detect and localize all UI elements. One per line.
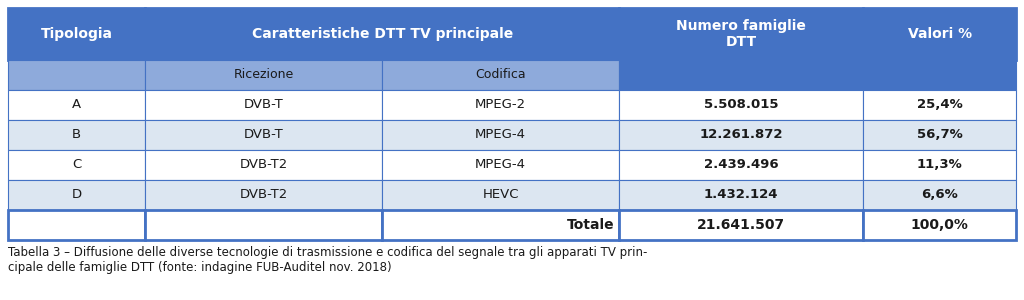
Bar — [8, 180, 145, 210]
Bar — [863, 150, 1016, 180]
Text: 12.261.872: 12.261.872 — [699, 128, 782, 142]
Text: DVB-T: DVB-T — [244, 98, 284, 112]
Bar — [145, 180, 382, 210]
Bar — [145, 120, 382, 150]
Bar — [145, 8, 618, 60]
Text: C: C — [72, 158, 81, 172]
Bar — [8, 150, 145, 180]
Text: Tipologia: Tipologia — [41, 27, 113, 41]
Bar — [863, 8, 1016, 60]
Text: 5.508.015: 5.508.015 — [703, 98, 778, 112]
Text: Valori %: Valori % — [907, 27, 972, 41]
Bar — [618, 120, 863, 150]
Bar — [145, 210, 382, 240]
Bar — [863, 180, 1016, 210]
Text: 11,3%: 11,3% — [916, 158, 963, 172]
Bar — [145, 90, 382, 120]
Bar — [8, 90, 145, 120]
Bar — [863, 60, 1016, 90]
Text: B: B — [72, 128, 81, 142]
Text: 100,0%: 100,0% — [910, 218, 969, 232]
Text: MPEG-4: MPEG-4 — [475, 158, 526, 172]
Text: 2.439.496: 2.439.496 — [703, 158, 778, 172]
Text: Caratteristiche DTT TV principale: Caratteristiche DTT TV principale — [252, 27, 513, 41]
Bar — [618, 60, 863, 90]
Bar — [863, 210, 1016, 240]
Text: Numero famiglie
DTT: Numero famiglie DTT — [676, 19, 806, 49]
Bar — [145, 60, 382, 90]
Bar — [382, 120, 618, 150]
Bar — [863, 120, 1016, 150]
Text: MPEG-2: MPEG-2 — [475, 98, 526, 112]
Bar — [618, 150, 863, 180]
Text: HEVC: HEVC — [482, 188, 519, 202]
Text: 21.641.507: 21.641.507 — [697, 218, 785, 232]
Text: Totale: Totale — [567, 218, 614, 232]
Text: 25,4%: 25,4% — [916, 98, 963, 112]
Text: A: A — [72, 98, 81, 112]
Bar — [618, 210, 863, 240]
Text: Codifica: Codifica — [475, 68, 526, 82]
Text: 1.432.124: 1.432.124 — [703, 188, 778, 202]
Bar — [382, 90, 618, 120]
Text: Tabella 3 – Diffusione delle diverse tecnologie di trasmissione e codifica del s: Tabella 3 – Diffusione delle diverse tec… — [8, 246, 647, 274]
Bar — [618, 8, 863, 60]
Text: MPEG-4: MPEG-4 — [475, 128, 526, 142]
Text: DVB-T: DVB-T — [244, 128, 284, 142]
Bar — [8, 8, 145, 60]
Bar — [618, 90, 863, 120]
Bar — [8, 210, 145, 240]
Text: D: D — [72, 188, 82, 202]
Text: 56,7%: 56,7% — [916, 128, 963, 142]
Text: Ricezione: Ricezione — [233, 68, 294, 82]
Text: 6,6%: 6,6% — [922, 188, 958, 202]
Bar — [863, 90, 1016, 120]
Bar — [618, 180, 863, 210]
Bar — [145, 150, 382, 180]
Bar — [8, 120, 145, 150]
Bar — [382, 210, 618, 240]
Bar — [382, 150, 618, 180]
Bar — [8, 60, 145, 90]
Text: DVB-T2: DVB-T2 — [240, 188, 288, 202]
Bar — [382, 180, 618, 210]
Bar — [382, 60, 618, 90]
Text: DVB-T2: DVB-T2 — [240, 158, 288, 172]
